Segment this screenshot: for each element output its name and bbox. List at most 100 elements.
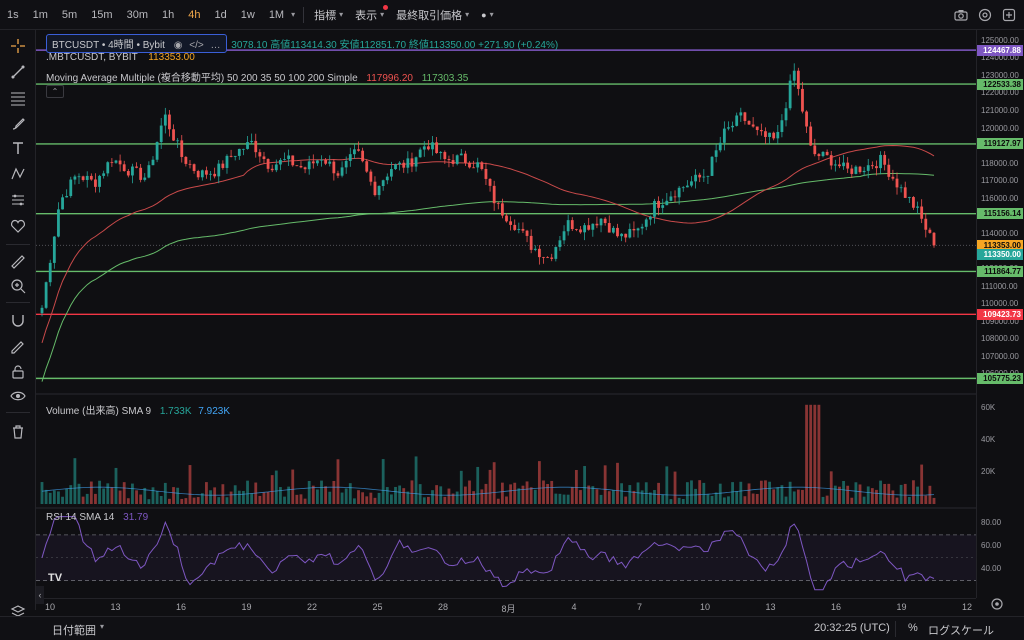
scroll-left-button[interactable]: ‹ bbox=[36, 586, 44, 604]
volume-axis-label: 40K bbox=[981, 435, 996, 444]
axis-settings-button[interactable] bbox=[990, 597, 1006, 613]
volume-bar bbox=[447, 488, 451, 504]
volume-bar bbox=[620, 483, 623, 504]
volume-bar bbox=[394, 486, 397, 504]
candle-body bbox=[439, 152, 443, 154]
volume-bar bbox=[579, 490, 582, 504]
magnet-tool[interactable] bbox=[8, 310, 28, 330]
camera-icon[interactable] bbox=[954, 9, 968, 21]
candle-body bbox=[870, 165, 874, 167]
fullscreen-icon[interactable] bbox=[1002, 8, 1016, 22]
drawing-mode-tool[interactable] bbox=[8, 336, 28, 356]
price-tag[interactable]: 119127.97 bbox=[977, 138, 1023, 150]
visibility-tool[interactable] bbox=[8, 386, 28, 406]
timeframe-1d[interactable]: 1d bbox=[214, 8, 227, 21]
time-axis-label: 16 bbox=[175, 602, 187, 612]
price-tag[interactable]: 122533.38 bbox=[977, 78, 1023, 90]
candle-body bbox=[854, 166, 858, 174]
candle-body bbox=[381, 180, 385, 187]
volume-bar bbox=[632, 490, 636, 504]
chart-area[interactable]: BTCUSDT • 4時間 • Bybit ◉ </> … 3078.10 高値… bbox=[36, 30, 976, 598]
volume-bar bbox=[176, 487, 180, 504]
pattern-tool[interactable] bbox=[8, 164, 28, 184]
volume-bar bbox=[702, 482, 706, 504]
text-tool[interactable] bbox=[8, 138, 28, 158]
volume-bar bbox=[385, 487, 389, 504]
lock-tool[interactable] bbox=[8, 362, 28, 382]
tradingview-logo[interactable]: TV bbox=[48, 572, 72, 588]
collapse-legend-button[interactable]: ⌃ bbox=[46, 85, 64, 98]
price-tag[interactable]: 124467.88 bbox=[977, 44, 1023, 56]
chart-canvas[interactable] bbox=[36, 30, 976, 598]
volume-bar bbox=[661, 494, 665, 504]
price-tag[interactable]: 115156.14 bbox=[977, 208, 1023, 220]
price-tag[interactable]: 113350.00 bbox=[977, 248, 1023, 260]
ruler-tool[interactable] bbox=[8, 252, 28, 272]
crosshair-tool[interactable] bbox=[8, 36, 28, 56]
volume-bar bbox=[274, 470, 278, 504]
candle-body bbox=[303, 167, 307, 170]
candle-body bbox=[484, 168, 488, 179]
more-icon[interactable]: … bbox=[210, 40, 221, 51]
price-tag[interactable]: 113353.00 bbox=[977, 239, 1023, 251]
timeframe-1w[interactable]: 1w bbox=[240, 8, 255, 21]
volume-bar bbox=[221, 484, 225, 504]
delete-tool[interactable] bbox=[8, 422, 28, 442]
percent-toggle[interactable]: % bbox=[908, 622, 918, 634]
favorites-tool[interactable] bbox=[8, 216, 28, 236]
more-options-button[interactable]: ● ▾ bbox=[475, 0, 499, 30]
trendline-tool[interactable] bbox=[8, 62, 28, 82]
timeframe-1h[interactable]: 1h bbox=[162, 8, 175, 21]
eye-icon[interactable]: ◉ bbox=[173, 40, 183, 51]
fib-tool[interactable] bbox=[8, 88, 28, 108]
last-price-button[interactable]: 最終取引価格 ▾ bbox=[390, 0, 475, 30]
candle-body bbox=[739, 112, 743, 116]
price-axis[interactable]: 125000.00 124000.00 123000.00 122000.00 1210… bbox=[976, 30, 1024, 598]
timeframe-1M[interactable]: 1M bbox=[268, 8, 285, 21]
date-range-button[interactable]: 日付範囲 ▾ bbox=[52, 622, 104, 638]
volume-bar bbox=[168, 498, 171, 504]
volume-bar bbox=[110, 487, 114, 504]
volume-bar bbox=[570, 487, 574, 504]
candle-body bbox=[184, 156, 188, 164]
timeframe-4h[interactable]: 4h bbox=[188, 8, 201, 21]
volume-bar bbox=[529, 487, 533, 504]
code-icon[interactable]: </> bbox=[189, 40, 204, 51]
candle-body bbox=[903, 187, 907, 198]
settings-gear-icon[interactable] bbox=[978, 8, 992, 22]
candle-body bbox=[426, 146, 430, 150]
time-axis[interactable]: 10 13 16 19 22 25 28 8月 4 7 10 13 16 19 12 bbox=[36, 598, 976, 616]
candle-body bbox=[805, 111, 808, 127]
volume-bar bbox=[98, 480, 101, 504]
log-scale-toggle[interactable]: ログスケール bbox=[928, 625, 994, 637]
price-tag[interactable]: 109423.73 bbox=[977, 308, 1023, 320]
candle-body bbox=[270, 168, 274, 171]
volume-bar bbox=[147, 499, 151, 504]
time-axis-label: 4 bbox=[571, 602, 577, 612]
timeframe-15m[interactable]: 15m bbox=[91, 8, 113, 21]
price-axis-label: 109000.00 bbox=[981, 316, 1019, 326]
chevron-down-icon[interactable]: ▾ bbox=[291, 10, 296, 19]
indicators-button[interactable]: 指標 ▾ bbox=[308, 0, 349, 30]
volume-bar bbox=[85, 493, 89, 504]
timeframe-30m[interactable]: 30m bbox=[126, 8, 148, 21]
candle-body bbox=[698, 174, 702, 178]
timeframe-1m[interactable]: 1m bbox=[32, 8, 48, 21]
prediction-tool[interactable] bbox=[8, 190, 28, 210]
volume-bar bbox=[505, 496, 508, 504]
candle-body bbox=[213, 173, 217, 177]
clock-display[interactable]: 20:32:25 (UTC) bbox=[814, 622, 890, 634]
volume-bar bbox=[357, 490, 360, 504]
price-tag[interactable]: 105775.23 bbox=[977, 372, 1023, 384]
trendline-icon bbox=[11, 65, 25, 79]
candle-body bbox=[102, 173, 106, 176]
volume-bar bbox=[266, 491, 270, 504]
price-tag[interactable]: 111864.77 bbox=[977, 265, 1023, 277]
timeframe-1s[interactable]: 1s bbox=[7, 8, 19, 21]
timeframe-5m[interactable]: 5m bbox=[61, 8, 78, 21]
display-button[interactable]: 表示 ▾ bbox=[349, 0, 390, 30]
volume-bar bbox=[731, 482, 734, 504]
brush-tool[interactable] bbox=[8, 114, 28, 134]
symbol-legend[interactable]: BTCUSDT • 4時間 • Bybit ◉ </> … bbox=[46, 34, 227, 53]
zoom-tool[interactable] bbox=[8, 276, 28, 296]
